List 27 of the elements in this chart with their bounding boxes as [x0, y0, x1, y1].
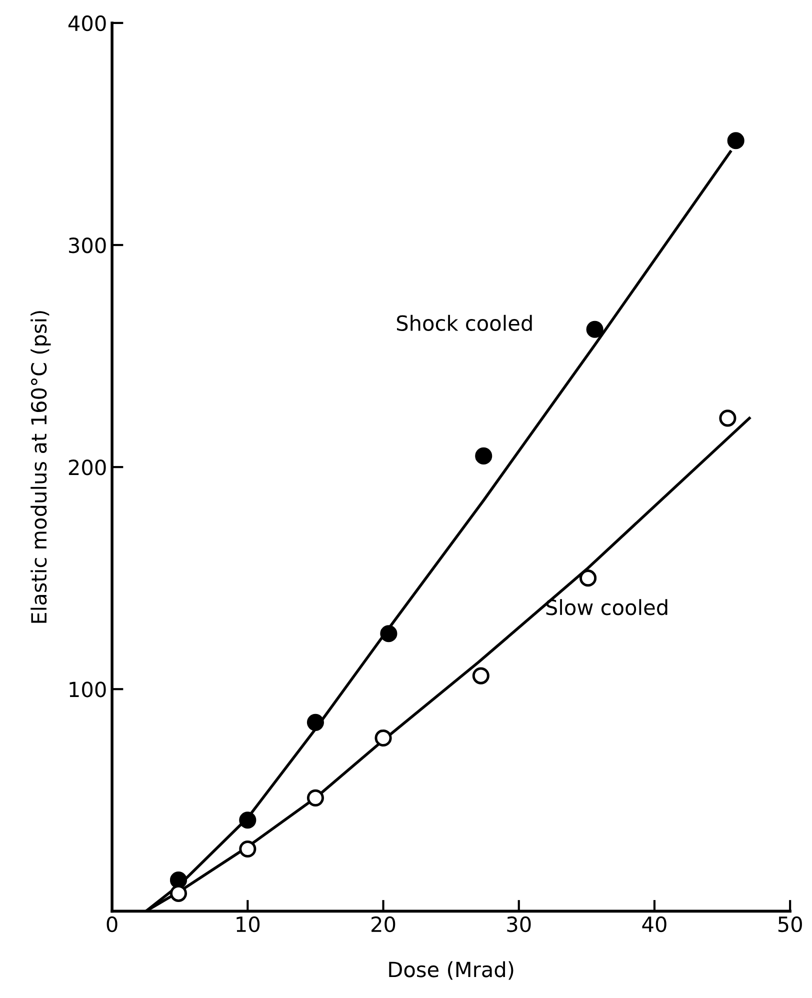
point: [374, 729, 392, 747]
point: [170, 884, 188, 902]
point: [306, 789, 324, 806]
x-tick-label: 50: [778, 916, 802, 932]
y-tick-label: 200: [68, 460, 106, 476]
point: [475, 447, 492, 464]
point: [380, 625, 398, 642]
x-tick-label: 0: [106, 916, 118, 932]
y-tick-label: 300: [69, 237, 106, 254]
point: [239, 840, 256, 858]
x-tick-label: 10: [236, 916, 260, 932]
point: [239, 812, 256, 829]
point: [586, 320, 604, 338]
point: [579, 570, 597, 587]
point: [727, 132, 744, 150]
point: [719, 410, 736, 427]
annotation: Shock cooled: [396, 314, 532, 331]
y-tick-label: 100: [70, 682, 106, 698]
x-tick-label: 40: [642, 916, 666, 932]
point: [306, 714, 324, 731]
x-axis-title: Dose (Mrad): [389, 961, 514, 980]
x-tick-label: 20: [372, 916, 396, 932]
y-tick-label: 400: [68, 15, 106, 32]
y-axis-title: Elastic modulus at 160°C (psi): [30, 311, 51, 623]
point: [472, 667, 490, 684]
x-tick-label: 30: [507, 916, 531, 932]
point: [170, 872, 188, 889]
